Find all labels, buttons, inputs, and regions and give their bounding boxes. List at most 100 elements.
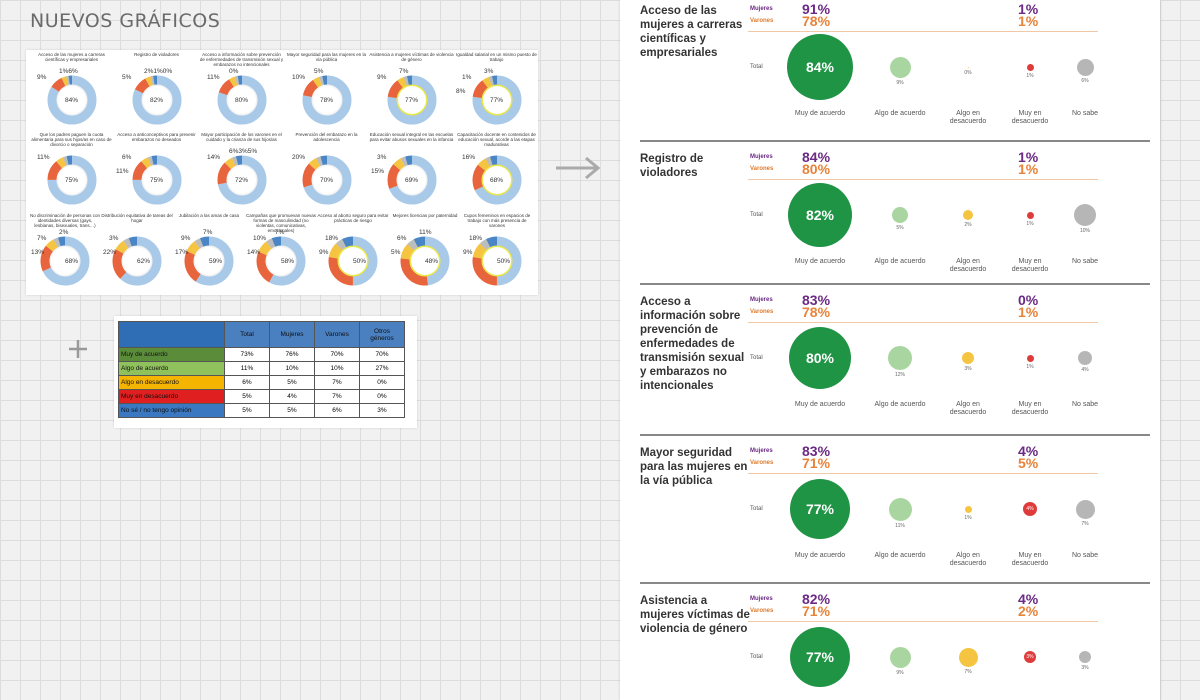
total-agree-bubble: 84% (787, 34, 853, 100)
varones-agree-pct: 71% (802, 603, 831, 619)
donut-value-label: 13% (31, 249, 45, 256)
value-cell: 10% (269, 361, 315, 376)
donut-ring (328, 236, 378, 286)
column-label: Algo en desacuerdo (949, 401, 987, 416)
donut-value-label: 50% (497, 258, 511, 265)
donut-value-label: 14% (247, 249, 261, 256)
small-value-label: 0% (964, 69, 972, 76)
donut-value-label: 9% (463, 249, 473, 256)
varones-agree-pct: 78% (802, 304, 831, 320)
algo-acuerdo-bubble (892, 207, 908, 223)
mujeres-disagree-pct: 4% (1018, 443, 1039, 459)
column-label: Algo en desacuerdo (949, 552, 987, 567)
column-label: No sabe (1071, 552, 1099, 559)
donut-value-label: 20% (292, 154, 306, 161)
mujeres-agree-pct: 84% (802, 149, 831, 165)
donut-value-label: 72% (235, 177, 249, 184)
survey-section: Acceso de las mujeres a carreras científ… (620, 0, 1160, 142)
donut-value-label: 7% (399, 68, 409, 75)
value-cell: 4% (269, 389, 315, 404)
donut-title: Prevención del embarazo en la adolescenc… (295, 132, 358, 142)
varones-agree-pct: 78% (802, 13, 831, 29)
arrow-right-icon (556, 156, 601, 180)
value-cell: 76% (269, 347, 315, 362)
donut-slice (112, 236, 162, 286)
donut-value-label: 68% (65, 258, 79, 265)
donut-title: Campañas que promuevan nuevas formas de … (245, 213, 317, 233)
varones-agree-pct: 80% (802, 161, 831, 177)
donut-title: Distribución equitativa de tareas del ho… (101, 213, 173, 223)
donut-title: Que los padres paguen la cuota alimentar… (31, 132, 112, 147)
separator-line (748, 31, 1098, 32)
donut-value-label: 84% (65, 97, 79, 104)
donut-slice (387, 155, 437, 205)
no-sabe-bubble (1076, 58, 1094, 76)
donut-value-label: 78% (320, 97, 334, 104)
donut-chart: Igualdad salarial en un mismo puesto de … (454, 52, 539, 134)
donut-slice (47, 155, 97, 205)
mujeres-label: Mujeres (750, 448, 773, 454)
donut-value-label: 16% (462, 154, 476, 161)
table-header: Mujeres (269, 321, 315, 348)
donut-value-label: 9% (377, 74, 387, 81)
mujeres-disagree-pct: 1% (1018, 1, 1039, 17)
total-agree-bubble: 77% (790, 479, 850, 539)
table-header: Varones (314, 321, 360, 348)
donut-value-label: 5% (314, 68, 324, 75)
small-value-label: 10% (1079, 228, 1090, 234)
mujeres-disagree-pct: 1% (1018, 149, 1039, 165)
algo-desacuerdo-bubble (967, 66, 969, 68)
value-cell: 10% (314, 361, 360, 376)
small-value-label: 7% (964, 668, 972, 675)
donut-title: Registro de violadores (134, 52, 179, 57)
donut-title: Capacitación docente en contenidos de ed… (457, 132, 536, 147)
section-title: Asistencia a mujeres víctimas de violenc… (640, 595, 750, 635)
muy-desacuerdo-bubble (1026, 354, 1034, 362)
donut-value-label: 68% (490, 177, 504, 184)
algo-desacuerdo-bubble (964, 505, 972, 513)
algo-desacuerdo-bubble (958, 647, 978, 667)
donut-chart: Acceso a anticonceptivos para prevenir e… (114, 132, 199, 214)
donut-ring (302, 75, 352, 125)
results-document[interactable]: Acceso de las mujeres a carreras científ… (620, 0, 1160, 700)
donut-slice (217, 155, 267, 205)
small-value-label: 1% (1026, 363, 1034, 370)
category-cell: Algo de acuerdo (118, 361, 225, 376)
donut-chart: Distribución equitativa de tareas del ho… (101, 213, 173, 295)
donut-value-label: 69% (405, 177, 419, 184)
donut-title: Asistencia a mujeres víctimas de violenc… (369, 52, 454, 62)
section-title: Acceso de las mujeres a carreras científ… (640, 5, 743, 59)
donut-ring (112, 236, 162, 286)
donut-slice (184, 236, 234, 286)
donut-ring (472, 236, 522, 286)
donut-value-label: 7% (275, 229, 285, 236)
survey-section: Acceso a información sobre prevención de… (620, 283, 1160, 433)
donut-value-label: 58% (281, 258, 295, 265)
small-value-label: 9% (896, 669, 904, 676)
section-divider (640, 434, 1150, 436)
donut-value-label: 48% (425, 258, 439, 265)
value-cell: 7% (314, 389, 360, 404)
mujeres-label: Mujeres (750, 596, 773, 602)
mujeres-agree-pct: 83% (802, 443, 831, 459)
separator-line (748, 322, 1098, 323)
donut-value-label: 0% (229, 68, 239, 75)
varones-label: Varones (750, 608, 774, 614)
donut-value-label: 62% (137, 258, 151, 265)
small-value-label: 1% (964, 514, 972, 521)
donut-title: Acceso al aborto seguro para evitar prác… (317, 213, 389, 223)
canvas-title: NUEVOS GRÁFICOS (30, 10, 221, 32)
no-sabe-bubble (1079, 651, 1091, 663)
donut-chart: Mayor participación de los varones en el… (199, 132, 284, 214)
total-label: Total (750, 64, 763, 70)
total-label: Total (750, 355, 763, 361)
muy-desacuerdo-bubble: 4% (1023, 502, 1037, 516)
donut-grid-panel[interactable]: Acceso de las mujeres a carreras científ… (26, 50, 538, 295)
results-table-panel[interactable]: Total Mujeres Varones Otros géneros Muy … (114, 316, 417, 428)
value-cell: 5% (269, 375, 315, 390)
donut-title: Educación sexual integral en las escuela… (369, 132, 454, 142)
varones-disagree-pct: 1% (1018, 304, 1039, 320)
value-cell: 7% (314, 375, 360, 390)
survey-section: Asistencia a mujeres víctimas de violenc… (620, 582, 1160, 700)
donut-value-label: 15% (371, 168, 385, 175)
